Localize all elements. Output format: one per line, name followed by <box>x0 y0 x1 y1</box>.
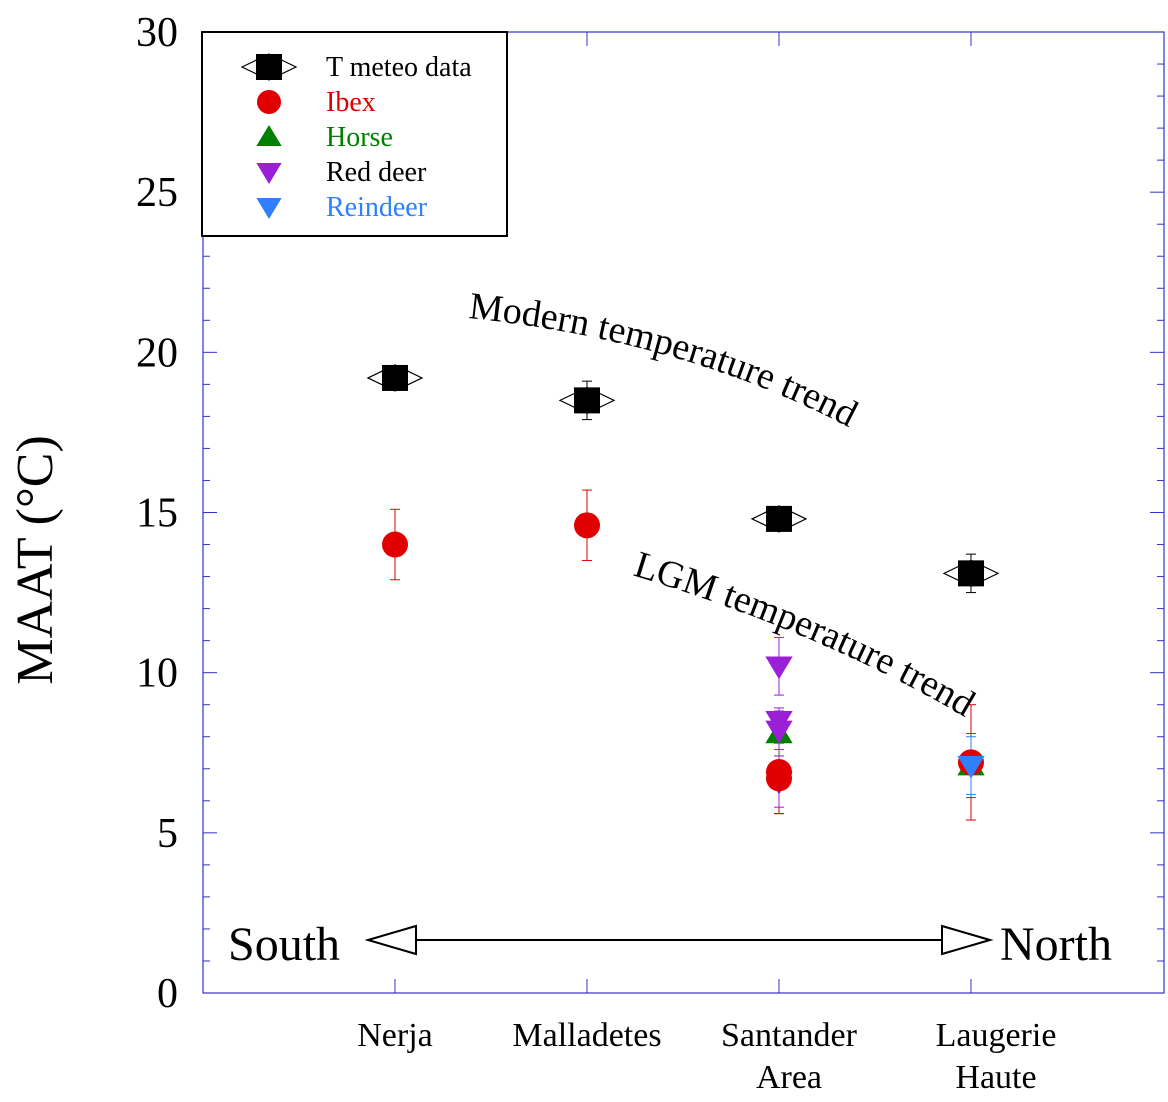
x-tick-label-laugerie: Laugerie Haute <box>936 1017 1057 1096</box>
legend-marker-horse <box>256 125 282 146</box>
north-arrowhead-icon <box>941 924 994 956</box>
south-arrowhead-icon <box>364 924 417 956</box>
x-tick-label-line: Nerja <box>357 1017 433 1054</box>
data-marks <box>366 364 1000 795</box>
y-tick-label: 0 <box>157 971 178 1017</box>
legend-marker-reindeer <box>256 198 282 219</box>
point-ibex <box>382 531 408 558</box>
y-tick-label: 20 <box>136 330 178 376</box>
legend-entries: T meteo data Ibex Horse Red deer Reindeer <box>240 52 472 223</box>
modern-trend-annotation: Modern temperature trend <box>467 285 864 435</box>
xtick-labels: Nerja Malladetes Santander Area Laugerie Haut… <box>357 1017 1056 1096</box>
legend-marker-t-meteo-data <box>256 54 282 80</box>
x-tick-label-line: Haute <box>955 1059 1036 1096</box>
point-ibex <box>574 512 600 539</box>
x-tick-label-santander: Santander Area <box>721 1017 858 1096</box>
y-tick-label: 10 <box>136 651 178 697</box>
y-tick-label: 30 <box>136 10 178 56</box>
point-t-meteo-data <box>958 560 984 587</box>
y-axis-label: MAAT (°C) <box>7 435 64 685</box>
legend: T meteo data Ibex Horse Red deer Reindeer <box>201 31 508 237</box>
north-label: North <box>1000 918 1112 971</box>
point-reindeer <box>957 755 985 779</box>
point-red-deer <box>765 656 793 680</box>
legend-marker-ibex <box>257 90 281 114</box>
y-tick-label: 5 <box>157 811 178 857</box>
legend-label-red-deer: Red deer <box>326 157 427 188</box>
x-tick-label-line: Santander <box>721 1017 858 1054</box>
x-tick-label-line: Area <box>756 1059 822 1096</box>
x-tick-label-nerja: Nerja <box>357 1017 433 1054</box>
x-tick-label-malladetes: Malladetes <box>512 1017 661 1054</box>
point-ibex <box>766 765 792 792</box>
legend-label-horse: Horse <box>326 122 393 153</box>
x-tick-label-line: Malladetes <box>512 1017 661 1054</box>
y-tick-label: 15 <box>136 491 178 537</box>
legend-marker-red-deer <box>256 163 282 184</box>
modern-trend-text: Modern temperature trend <box>467 285 864 435</box>
legend-label-ibex: Ibex <box>326 87 376 118</box>
ytick-labels: 0 5 10 15 20 25 30 <box>136 10 178 1017</box>
lgm-trend-annotation: LGM temperature trend <box>629 544 981 726</box>
point-t-meteo-data <box>766 505 792 532</box>
south-label: South <box>228 918 340 971</box>
point-t-meteo-data <box>382 364 408 391</box>
lgm-trend-text: LGM temperature trend <box>629 544 981 726</box>
point-red-deer <box>765 720 793 744</box>
legend-label-t-meteo-data: T meteo data <box>326 52 472 83</box>
y-tick-label: 25 <box>136 170 178 216</box>
legend-label-reindeer: Reindeer <box>326 192 428 223</box>
point-t-meteo-data <box>574 387 600 414</box>
x-tick-label-line: Laugerie <box>936 1017 1057 1054</box>
